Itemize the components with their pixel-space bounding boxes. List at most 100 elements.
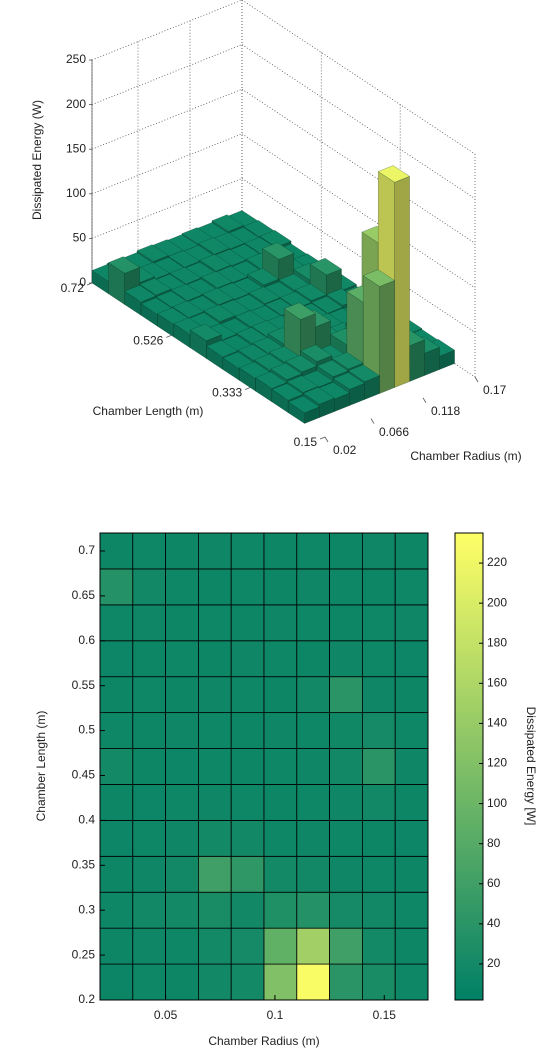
x-tick-label: 0.118 xyxy=(431,404,460,418)
heatmap-cell xyxy=(99,819,134,857)
heatmap-cell xyxy=(361,963,396,1001)
heatmap-cell xyxy=(230,676,265,714)
bar-top-face xyxy=(283,302,316,320)
bar-top-face xyxy=(286,375,319,393)
y-tick-label: 0.4 xyxy=(78,813,95,827)
bar-top-face xyxy=(203,304,236,322)
heatmap-cell xyxy=(394,819,429,857)
bar-top-face xyxy=(309,257,342,276)
y-tick-label: 0.65 xyxy=(72,588,96,602)
y-axis-label: Chamber Length (m) xyxy=(34,711,48,822)
heatmap-cell xyxy=(394,891,429,929)
heatmap-cell xyxy=(197,640,232,678)
bar-top-face xyxy=(199,254,232,272)
bar-top-face xyxy=(279,291,312,309)
heatmap-cell xyxy=(394,712,429,749)
heatmap-cell xyxy=(394,963,429,1001)
heatmap-cell xyxy=(132,640,167,678)
bar-top-face xyxy=(169,266,202,285)
y-tick-label: 0.55 xyxy=(72,678,96,692)
colorbar-label: Dissipated Energy [W] xyxy=(524,707,538,826)
y-tick-label: 0.15 xyxy=(294,435,318,449)
heatmap-cell xyxy=(230,819,265,857)
z-tick-label: 50 xyxy=(73,231,87,245)
heatmap-cell xyxy=(296,891,330,929)
bar-top-face xyxy=(139,278,172,296)
heatmap-cell xyxy=(132,604,167,642)
bar-top-face xyxy=(171,300,205,318)
heatmap-cell xyxy=(197,784,232,821)
heatmap-cell xyxy=(99,784,134,821)
heatmap-cell xyxy=(296,568,330,606)
colorbar-tick-label: 180 xyxy=(487,635,507,649)
heatmap-cell xyxy=(361,604,396,642)
heatmap-cell xyxy=(132,676,167,714)
z-tick-label: 100 xyxy=(66,186,86,200)
heatmap-cell xyxy=(230,891,265,929)
x-axis-label: Chamber Radius (m) xyxy=(208,1034,319,1048)
heatmap-cell xyxy=(197,568,232,606)
y-axis-label: Chamber Length (m) xyxy=(93,404,204,418)
bar-top-face xyxy=(197,237,231,255)
bar-top-face xyxy=(271,383,304,401)
x-tick-label: 0.066 xyxy=(379,425,409,439)
z-tick-label: 150 xyxy=(66,141,86,155)
heatmap-cell xyxy=(230,568,265,606)
heatmap-cell xyxy=(329,604,363,642)
z-tick-label: 250 xyxy=(66,52,86,66)
tick-mark xyxy=(324,436,329,443)
bar-top-face xyxy=(246,267,280,286)
heatmap-cell xyxy=(361,676,396,714)
heatmap-cell xyxy=(99,568,134,606)
heatmap-cell xyxy=(165,640,199,678)
x-tick-label: 0.17 xyxy=(483,383,507,397)
heatmap-cell xyxy=(361,855,396,893)
heatmap-cell xyxy=(394,532,429,570)
bar-top-face xyxy=(201,287,235,306)
heatmap-cell xyxy=(329,819,363,857)
bar xyxy=(287,395,321,424)
tick-mark xyxy=(474,376,479,383)
bar-top-face xyxy=(259,230,292,248)
heatmap-cell xyxy=(165,855,199,893)
heatmap-cell xyxy=(197,819,232,857)
heatmap-cell xyxy=(296,604,330,642)
bar-top-face xyxy=(332,372,366,390)
bar-front-face xyxy=(379,280,395,394)
heatmap-cell xyxy=(165,963,199,1001)
bar xyxy=(362,269,396,394)
heatmap-cell xyxy=(230,927,265,965)
y-tick-label: 0.45 xyxy=(72,768,96,782)
heatmap-cell xyxy=(296,963,330,1001)
heatmap-cell xyxy=(165,891,199,929)
heatmap-cell xyxy=(394,927,429,965)
heatmap-cell xyxy=(394,855,429,893)
heatmap-cell xyxy=(132,963,167,1001)
y-tick-label: 0.333 xyxy=(212,386,242,400)
heatmap-cell xyxy=(230,604,265,642)
heatmap-cell xyxy=(329,712,363,749)
heatmap-cell xyxy=(394,784,429,821)
heatmap-cell xyxy=(99,712,134,749)
tick-mark xyxy=(422,397,427,404)
x-tick-label: 0.1 xyxy=(267,1008,284,1022)
heatmap-cell xyxy=(132,891,167,929)
heatmap-cell xyxy=(329,855,363,893)
heatmap-cell xyxy=(230,784,265,821)
heatmap-cell xyxy=(263,855,298,893)
z-tick-label: 0 xyxy=(79,275,86,289)
heatmap-cell xyxy=(394,604,429,642)
x-tick-label: 0.02 xyxy=(333,443,357,457)
colorbar-tick-label: 80 xyxy=(487,836,501,850)
heatmap-cell xyxy=(132,927,167,965)
side-wall xyxy=(242,0,475,377)
z-axis-label: Dissipated Energy (W) xyxy=(30,100,44,220)
colorbar-tick-label: 60 xyxy=(487,876,501,890)
heatmap-cell xyxy=(165,748,199,785)
heatmap-cell xyxy=(165,676,199,714)
heatmap-cell xyxy=(99,927,134,965)
bar-top-face xyxy=(362,269,396,287)
heatmap-cell xyxy=(263,784,298,821)
heatmap-cell xyxy=(296,784,330,821)
